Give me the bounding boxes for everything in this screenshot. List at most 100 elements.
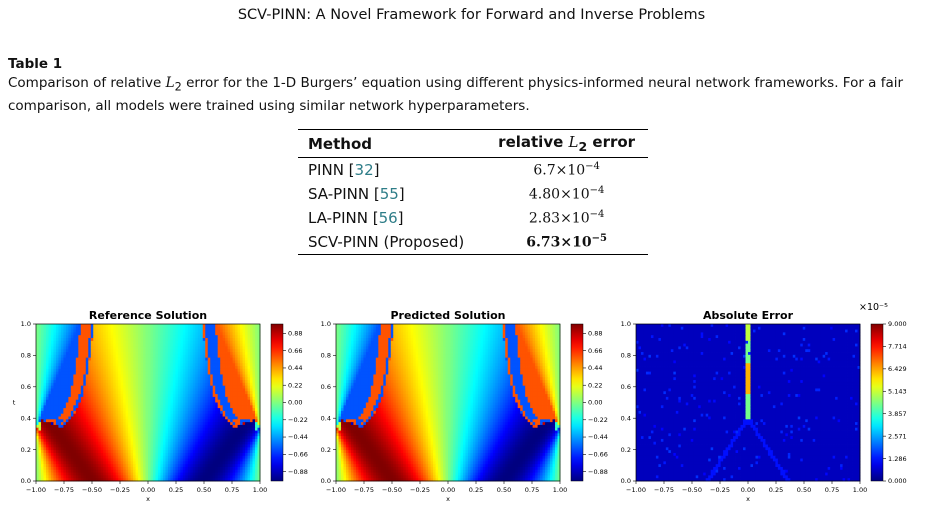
heatmap-cell — [202, 475, 206, 479]
citation-link[interactable]: 55 — [379, 185, 399, 203]
heatmap-cell — [185, 349, 189, 353]
heatmap-cell — [143, 346, 146, 350]
heatmap-cell — [180, 368, 184, 373]
heatmap-cell — [75, 374, 79, 378]
heatmap-cell — [197, 427, 201, 431]
heatmap-cell — [93, 326, 97, 330]
heatmap-cell — [192, 458, 196, 462]
heatmap-cell — [245, 430, 248, 434]
heatmap-cell — [65, 405, 69, 409]
heatmap-cell — [177, 402, 181, 406]
heatmap-cell — [143, 419, 146, 423]
heatmap-cell — [212, 357, 216, 361]
heatmap-cell — [230, 447, 234, 451]
heatmap-cell — [50, 382, 54, 387]
heatmap-cell — [45, 396, 49, 401]
heatmap-cell — [145, 396, 149, 401]
heatmap-cell — [88, 430, 92, 434]
heatmap-cell — [93, 394, 97, 398]
heatmap-cell — [235, 396, 238, 401]
heatmap-cell — [95, 405, 99, 409]
heatmap-cell — [235, 382, 238, 387]
heatmap-cell — [182, 377, 186, 381]
heatmap-cell — [140, 444, 144, 448]
heatmap-cell — [247, 464, 251, 468]
heatmap-cell — [252, 354, 256, 359]
heatmap-cell — [133, 447, 136, 451]
citation-link[interactable]: 56 — [378, 209, 398, 227]
heatmap-cell — [113, 466, 117, 471]
heatmap-cell — [160, 352, 164, 356]
heatmap-cell — [63, 382, 67, 387]
heatmap-cell — [128, 324, 131, 328]
heatmap-cell — [240, 326, 243, 330]
heatmap-cell — [247, 405, 251, 409]
heatmap-cell — [212, 377, 216, 381]
heatmap-cell — [63, 402, 67, 406]
heatmap-cell — [180, 436, 184, 440]
heatmap-cell — [143, 329, 146, 333]
heatmap-cell — [242, 354, 246, 359]
heatmap-cell — [155, 335, 159, 339]
heatmap-cell — [180, 324, 184, 328]
heatmap-cell — [207, 424, 211, 429]
heatmap-cell — [85, 374, 89, 378]
heatmap-cell — [65, 399, 69, 403]
heatmap-cell — [200, 343, 204, 347]
heatmap-cell — [195, 430, 199, 434]
heatmap-cell — [227, 424, 231, 429]
heatmap-cell — [148, 405, 151, 409]
heatmap-cell — [85, 382, 89, 387]
heatmap-cell — [230, 349, 234, 353]
heatmap-cell — [36, 441, 39, 445]
heatmap-cell — [123, 363, 126, 367]
heatmap-cell — [73, 450, 77, 454]
heatmap-cell — [225, 332, 229, 336]
heatmap-cell — [90, 388, 94, 392]
heatmap-cell — [245, 455, 248, 459]
heatmap-cell — [222, 349, 226, 353]
heatmap-cell — [75, 385, 79, 389]
heatmap-cell — [187, 363, 191, 367]
heatmap-cell — [80, 472, 84, 476]
heatmap-cell — [88, 436, 92, 440]
heatmap-cell — [150, 408, 154, 412]
heatmap-cell — [197, 436, 201, 440]
heatmap-cell — [217, 329, 221, 333]
heatmap-cell — [78, 469, 82, 473]
heatmap-cell — [257, 388, 261, 392]
heatmap-cell — [167, 394, 171, 398]
heatmap-cell — [200, 452, 204, 457]
heatmap-cell — [237, 419, 241, 423]
heatmap-cell — [45, 455, 49, 459]
heatmap-cell — [225, 408, 229, 412]
heatmap-cell — [252, 332, 256, 336]
heatmap-cell — [247, 352, 251, 356]
heatmap-cell — [205, 402, 209, 406]
heatmap-cell — [78, 394, 82, 398]
heatmap-cell — [152, 352, 156, 356]
heatmap-cell — [230, 338, 234, 342]
heatmap-cell — [120, 450, 124, 454]
table-label: Table 1 — [8, 56, 63, 72]
heatmap-cell — [100, 475, 104, 479]
heatmap-cell — [175, 422, 179, 426]
heatmap-cell — [185, 343, 189, 347]
heatmap-cell — [152, 382, 156, 387]
heatmap-cell — [205, 419, 209, 423]
heatmap-cell — [222, 452, 226, 457]
heatmap-cell — [155, 458, 159, 462]
heatmap-cell — [180, 416, 184, 420]
heatmap-cell — [110, 324, 114, 328]
heatmap-cell — [50, 326, 54, 330]
heatmap-cell — [148, 382, 151, 387]
heatmap-cell — [202, 402, 206, 406]
citation-link[interactable]: 32 — [354, 161, 374, 179]
heatmap-cell — [48, 377, 52, 381]
heatmap-cell — [105, 388, 109, 392]
heatmap-cell — [165, 413, 169, 417]
heatmap-cell — [130, 340, 134, 345]
heatmap-cell — [232, 441, 236, 445]
heatmap-cell — [130, 447, 134, 451]
heatmap-cell — [190, 377, 194, 381]
